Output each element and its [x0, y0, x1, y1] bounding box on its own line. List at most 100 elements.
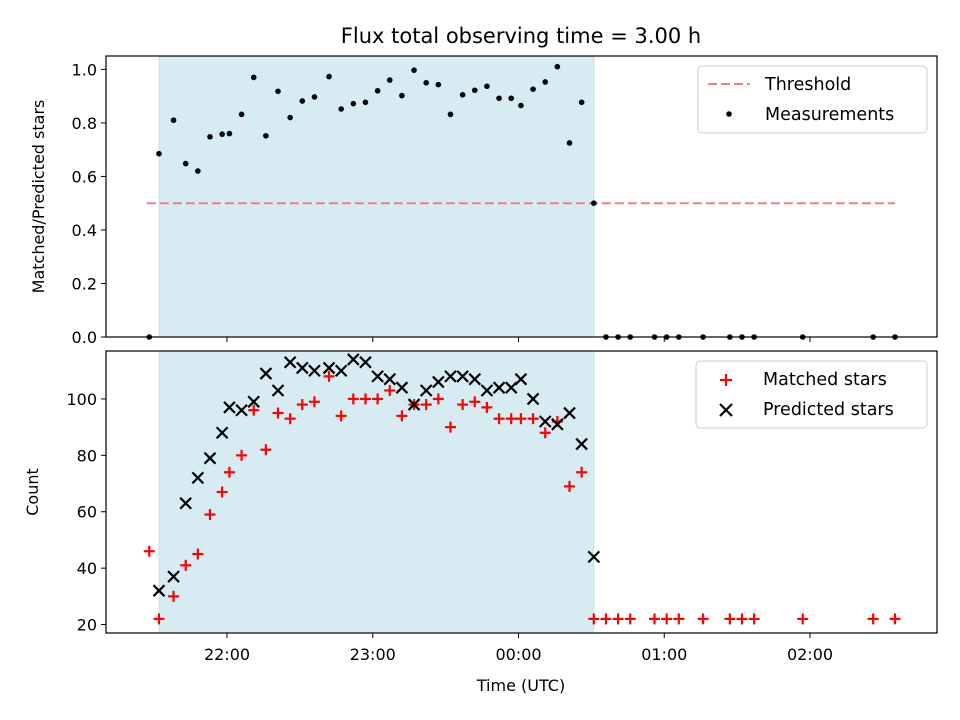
- measurement-point: [578, 99, 585, 106]
- matched-star-point: [889, 613, 901, 625]
- top-y-tick-label: 0.2: [72, 274, 97, 293]
- matched-star-point: [673, 613, 685, 625]
- chart-title: Flux total observing time = 3.00 h: [341, 24, 701, 48]
- top-y-tick-label: 0.0: [72, 328, 97, 347]
- matched-star-point: [223, 466, 235, 478]
- matched-star-point: [284, 413, 296, 425]
- predicted-star-point: [407, 398, 421, 411]
- measurement-point: [518, 102, 524, 109]
- measurement-point: [566, 140, 573, 146]
- bottom-y-axis-label: Count: [23, 468, 42, 516]
- matched-star-point: [469, 396, 481, 408]
- bottom-axes-frame: [105, 350, 938, 634]
- predicted-star-point: [444, 370, 457, 383]
- predicted-star-point: [223, 401, 236, 414]
- matched-star-point: [359, 393, 371, 405]
- matched-star-point: [649, 613, 661, 625]
- matched-star-point: [308, 396, 320, 408]
- predicted-star-point: [259, 367, 273, 380]
- legend-matched-label: Matched stars: [763, 370, 887, 390]
- predicted-star-point: [191, 471, 205, 485]
- predicted-star-point: [322, 361, 336, 375]
- top-legend-box: [697, 65, 928, 134]
- bottom-x-tick-label: 22:00: [204, 645, 250, 664]
- predicted-star-point: [468, 372, 482, 386]
- bottom-y-tick-label: 40: [77, 559, 97, 578]
- bottom-x-tick-label: 00:00: [495, 645, 541, 664]
- bottom-x-tick-label: 23:00: [350, 645, 396, 664]
- top-axis-ticks: 0.0 0.2 0.4 0.6 0.8 1.0: [72, 60, 811, 347]
- bottom-axis-ticks: 20 40 60 80 100 22:00 23:00 00:00 01:00 02:00: [66, 390, 833, 664]
- measurement-point: [238, 111, 245, 118]
- predicted-star-point: [383, 372, 397, 386]
- predicted-star-point: [334, 364, 348, 378]
- legend-predicted-label: Predicted stars: [763, 400, 894, 420]
- measurement-point: [219, 131, 225, 137]
- measurement-point: [447, 111, 454, 118]
- measurement-point: [508, 95, 515, 102]
- matched-star-point: [481, 401, 493, 413]
- measurement-point: [423, 79, 429, 86]
- matched-star-point: [748, 613, 760, 625]
- measurement-point: [226, 130, 233, 137]
- legend-measurements-swatch: [726, 111, 732, 117]
- matched-star-point: [564, 480, 576, 492]
- top-y-axis-label: Matched/Predicted stars: [29, 100, 48, 294]
- matched-star-point: [444, 421, 456, 433]
- measurement-point: [299, 98, 306, 104]
- measurement-point: [554, 63, 561, 70]
- bottom-panel: 20 40 60 80 100 22:00 23:00 00:00 01:00 02:00 Cou…: [23, 350, 938, 695]
- measurement-point: [326, 73, 332, 80]
- matched-star-point: [539, 427, 551, 439]
- legend-matched-swatch: [720, 374, 732, 386]
- predicted-star-point: [203, 451, 217, 465]
- matched-star-point: [396, 410, 408, 422]
- top-panel: 0.0 0.2 0.4 0.6 0.8 1.0 Matched/Predicted sta…: [29, 55, 938, 347]
- legend-predicted-swatch: [719, 403, 733, 417]
- measurement-point: [350, 100, 357, 107]
- predicted-star-point: [456, 370, 469, 383]
- measurement-points: [146, 63, 898, 340]
- predicted-star-point: [480, 384, 494, 397]
- predicted-star-point: [492, 381, 506, 394]
- matched-star-point: [153, 613, 165, 625]
- measurement-point: [411, 67, 417, 73]
- predicted-star-point: [215, 426, 229, 440]
- measurement-point: [362, 99, 369, 106]
- bottom-x-tick-label: 01:00: [641, 645, 687, 664]
- matched-star-point: [143, 545, 155, 557]
- matched-star-point: [493, 413, 505, 425]
- predicted-star-point: [432, 375, 445, 389]
- predicted-star-point: [395, 381, 409, 394]
- matched-star-point: [260, 444, 272, 456]
- matched-star-point: [335, 410, 347, 422]
- top-y-tick-label: 0.6: [72, 167, 97, 186]
- predicted-star-point: [551, 418, 564, 431]
- measurement-point: [250, 74, 257, 81]
- predicted-star-point: [587, 550, 601, 564]
- count-points: [143, 353, 901, 625]
- bottom-y-tick-label: 60: [77, 503, 97, 522]
- matched-star-point: [612, 613, 624, 625]
- bottom-y-tick-label: 80: [77, 446, 97, 465]
- measurement-point: [386, 77, 393, 83]
- matched-star-point: [216, 486, 228, 498]
- matched-star-point: [697, 613, 709, 625]
- predicted-star-point: [359, 356, 372, 369]
- matched-star-point: [600, 613, 612, 625]
- predicted-star-point: [563, 406, 576, 420]
- top-y-tick-label: 0.4: [72, 221, 97, 240]
- measurement-point: [156, 150, 162, 157]
- x-axis-label: Time (UTC): [476, 676, 565, 695]
- matched-star-point: [347, 393, 359, 405]
- measurement-point: [338, 106, 344, 112]
- predicted-star-point: [247, 395, 260, 409]
- matched-star-point: [724, 613, 736, 625]
- measurement-point: [530, 86, 536, 92]
- matched-star-point: [736, 613, 748, 625]
- top-y-tick-label: 1.0: [72, 60, 97, 79]
- measurement-point: [311, 94, 318, 100]
- measurement-point: [542, 79, 549, 85]
- predicted-star-point: [308, 364, 321, 378]
- predicted-star-point: [526, 392, 540, 406]
